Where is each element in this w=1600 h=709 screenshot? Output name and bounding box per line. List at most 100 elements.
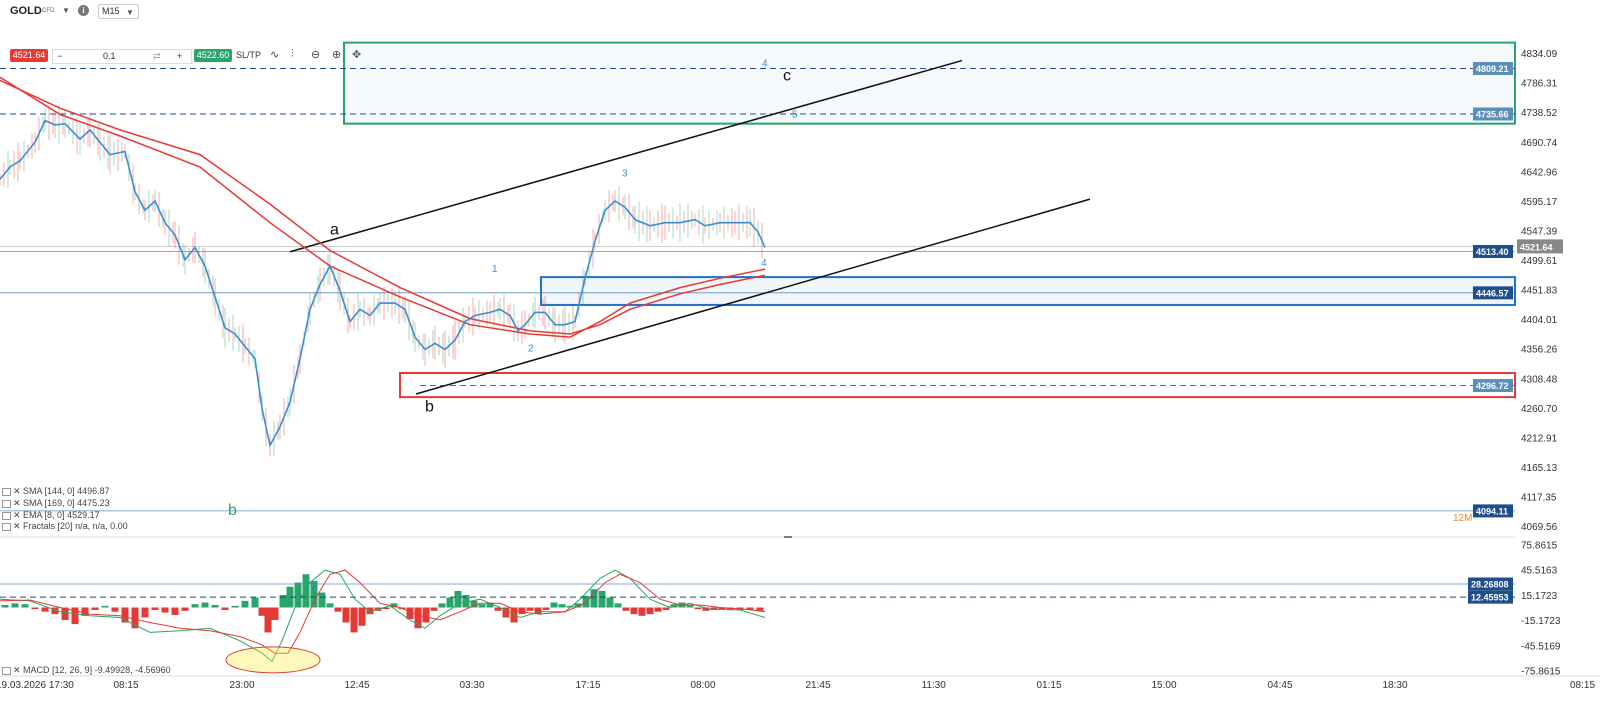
- macd-histogram-bar: [470, 600, 478, 608]
- wave-count-2: 2: [528, 343, 534, 354]
- macd-histogram-bar: [231, 605, 239, 608]
- y-tick-label: 4308.48: [1521, 374, 1558, 385]
- macd-histogram-bar: [622, 607, 630, 611]
- swap-icon[interactable]: ⇄: [153, 51, 161, 61]
- macd-histogram-bar: [566, 605, 574, 608]
- macd-histogram-bar: [350, 607, 358, 633]
- x-tick-label: 21:45: [806, 680, 831, 691]
- macd-label: MACD [12, 26, 9] -9.49928, -4.56960: [23, 665, 171, 675]
- y-tick-label: 4642.96: [1521, 167, 1558, 178]
- zone-red: [399, 371, 1516, 399]
- macd-histogram-bar: [382, 607, 390, 610]
- macd-level-tag-label: 28.26808: [1471, 580, 1509, 590]
- sltp-button[interactable]: SL/TP: [236, 50, 262, 60]
- y-tick-label: 4117.35: [1521, 493, 1557, 504]
- macd-histogram-bar: [502, 607, 510, 618]
- indicator-settings-icon[interactable]: [2, 522, 11, 531]
- macd-histogram-bar: [61, 607, 69, 620]
- price-tag-label: 4735.66: [1476, 109, 1509, 119]
- macd-histogram-bar: [342, 607, 350, 623]
- wave-count-1: 1: [492, 264, 498, 275]
- quantity-value[interactable]: 0.1: [103, 51, 116, 61]
- macd-histogram-bar: [310, 580, 318, 608]
- price-tag: [1473, 61, 1513, 75]
- price-tag: [1473, 286, 1513, 300]
- y-tick-label: 4260.70: [1521, 404, 1558, 415]
- price-tag: [1473, 107, 1513, 121]
- indicator-settings-icon[interactable]: [2, 499, 11, 508]
- macd-histogram-bar: [71, 607, 79, 625]
- timeframe-select[interactable]: M15 ▼: [98, 4, 139, 19]
- indicator-legend-ema8[interactable]: ✕ EMA [8, 0] 4529.17: [2, 510, 100, 521]
- macd-histogram-bar: [51, 607, 59, 615]
- x-tick-label: 08:15: [114, 680, 139, 691]
- macd-y-tick-label: -45.5169: [1521, 641, 1561, 652]
- price-tag-label: 4296.72: [1476, 381, 1509, 391]
- trendline: [415, 198, 1091, 395]
- buy-button[interactable]: 4522.60: [194, 49, 232, 62]
- macd-histogram-bar: [462, 595, 470, 608]
- indicator-legend-sma144[interactable]: ✕ SMA [144, 0] 4496.87: [2, 486, 110, 497]
- wave-label-c: c: [783, 67, 791, 84]
- macd-histogram-bar: [686, 605, 694, 608]
- macd-histogram-bar: [390, 603, 398, 608]
- macd-histogram-bar: [518, 607, 526, 615]
- y-tick-label: 4069.56: [1521, 522, 1558, 533]
- quantity-stepper[interactable]: − 0.1 ⇄ +: [52, 49, 192, 64]
- macd-histogram-bar: [111, 607, 119, 612]
- macd-histogram-bar: [670, 604, 678, 608]
- macd-histogram-bar: [181, 607, 189, 611]
- macd-histogram-bar: [41, 607, 49, 612]
- macd-histogram-bar: [550, 602, 558, 608]
- macd-histogram-bar: [638, 607, 646, 616]
- y-tick-label: 4834.09: [1521, 49, 1558, 60]
- macd-histogram-bar: [726, 607, 734, 610]
- macd-histogram-bar: [264, 607, 272, 633]
- macd-histogram-bar: [526, 607, 534, 611]
- current-price-tag-label: 4521.64: [1520, 242, 1553, 252]
- sma-144-line: [0, 76, 766, 338]
- macd-histogram-bar: [318, 592, 326, 608]
- indicators-icon[interactable]: ⫶: [291, 48, 294, 60]
- zoom-out-icon[interactable]: ⊖: [311, 49, 321, 61]
- macd-histogram-bar: [358, 607, 366, 626]
- macd-histogram-bar: [21, 604, 29, 608]
- macd-histogram-bar: [606, 597, 614, 608]
- wave-label-b-green: b: [228, 502, 237, 519]
- info-icon[interactable]: i: [78, 5, 89, 16]
- minus-button[interactable]: −: [57, 51, 63, 61]
- price-tag-label: 4809.21: [1476, 64, 1509, 74]
- macd-histogram-bar: [161, 607, 169, 613]
- sell-button[interactable]: 4521.64: [10, 49, 48, 62]
- macd-histogram-bar: [211, 605, 219, 608]
- indicator-settings-icon[interactable]: [2, 511, 11, 520]
- indicator-settings-icon[interactable]: [2, 666, 11, 675]
- drawing-tool-icon[interactable]: ∿: [270, 49, 280, 61]
- wave-label-b: b: [425, 398, 434, 415]
- timeframe-value: M15: [102, 6, 120, 16]
- macd-y-tick-label: -75.8615: [1521, 667, 1561, 678]
- indicator-legend-sma169[interactable]: ✕ SMA [169, 0] 4475.23: [2, 498, 110, 509]
- overlay-label: 12M: [1453, 513, 1472, 524]
- x-tick-label: 17:15: [576, 680, 601, 691]
- price-tag: [1473, 244, 1513, 258]
- x-tick-label: 18:30: [1383, 680, 1408, 691]
- crosshair-icon[interactable]: ✥: [352, 48, 361, 61]
- indicator-label: SMA [169, 0] 4475.23: [23, 498, 110, 508]
- indicator-settings-icon[interactable]: [2, 487, 11, 496]
- macd-level-tag: [1468, 590, 1513, 604]
- zoom-in-icon[interactable]: ⊕: [332, 49, 342, 61]
- macd-histogram-bar: [191, 604, 199, 608]
- macd-histogram-bar: [1, 605, 9, 608]
- plus-button[interactable]: +: [177, 51, 183, 61]
- macd-histogram-bar: [221, 607, 229, 610]
- symbol-name[interactable]: GOLD: [10, 5, 42, 17]
- symbol-dropdown-icon[interactable]: ▼: [62, 6, 70, 15]
- macd-histogram-bar: [251, 597, 259, 608]
- indicator-legend-fractals[interactable]: ✕ Fractals [20] n/a, n/a, 0.00: [2, 521, 128, 532]
- macd-histogram-bar: [91, 607, 99, 610]
- current-price-tag: [1517, 239, 1563, 254]
- macd-legend[interactable]: ✕ MACD [12, 26, 9] -9.49928, -4.56960: [2, 665, 171, 676]
- chevron-down-icon: ▼: [126, 8, 134, 17]
